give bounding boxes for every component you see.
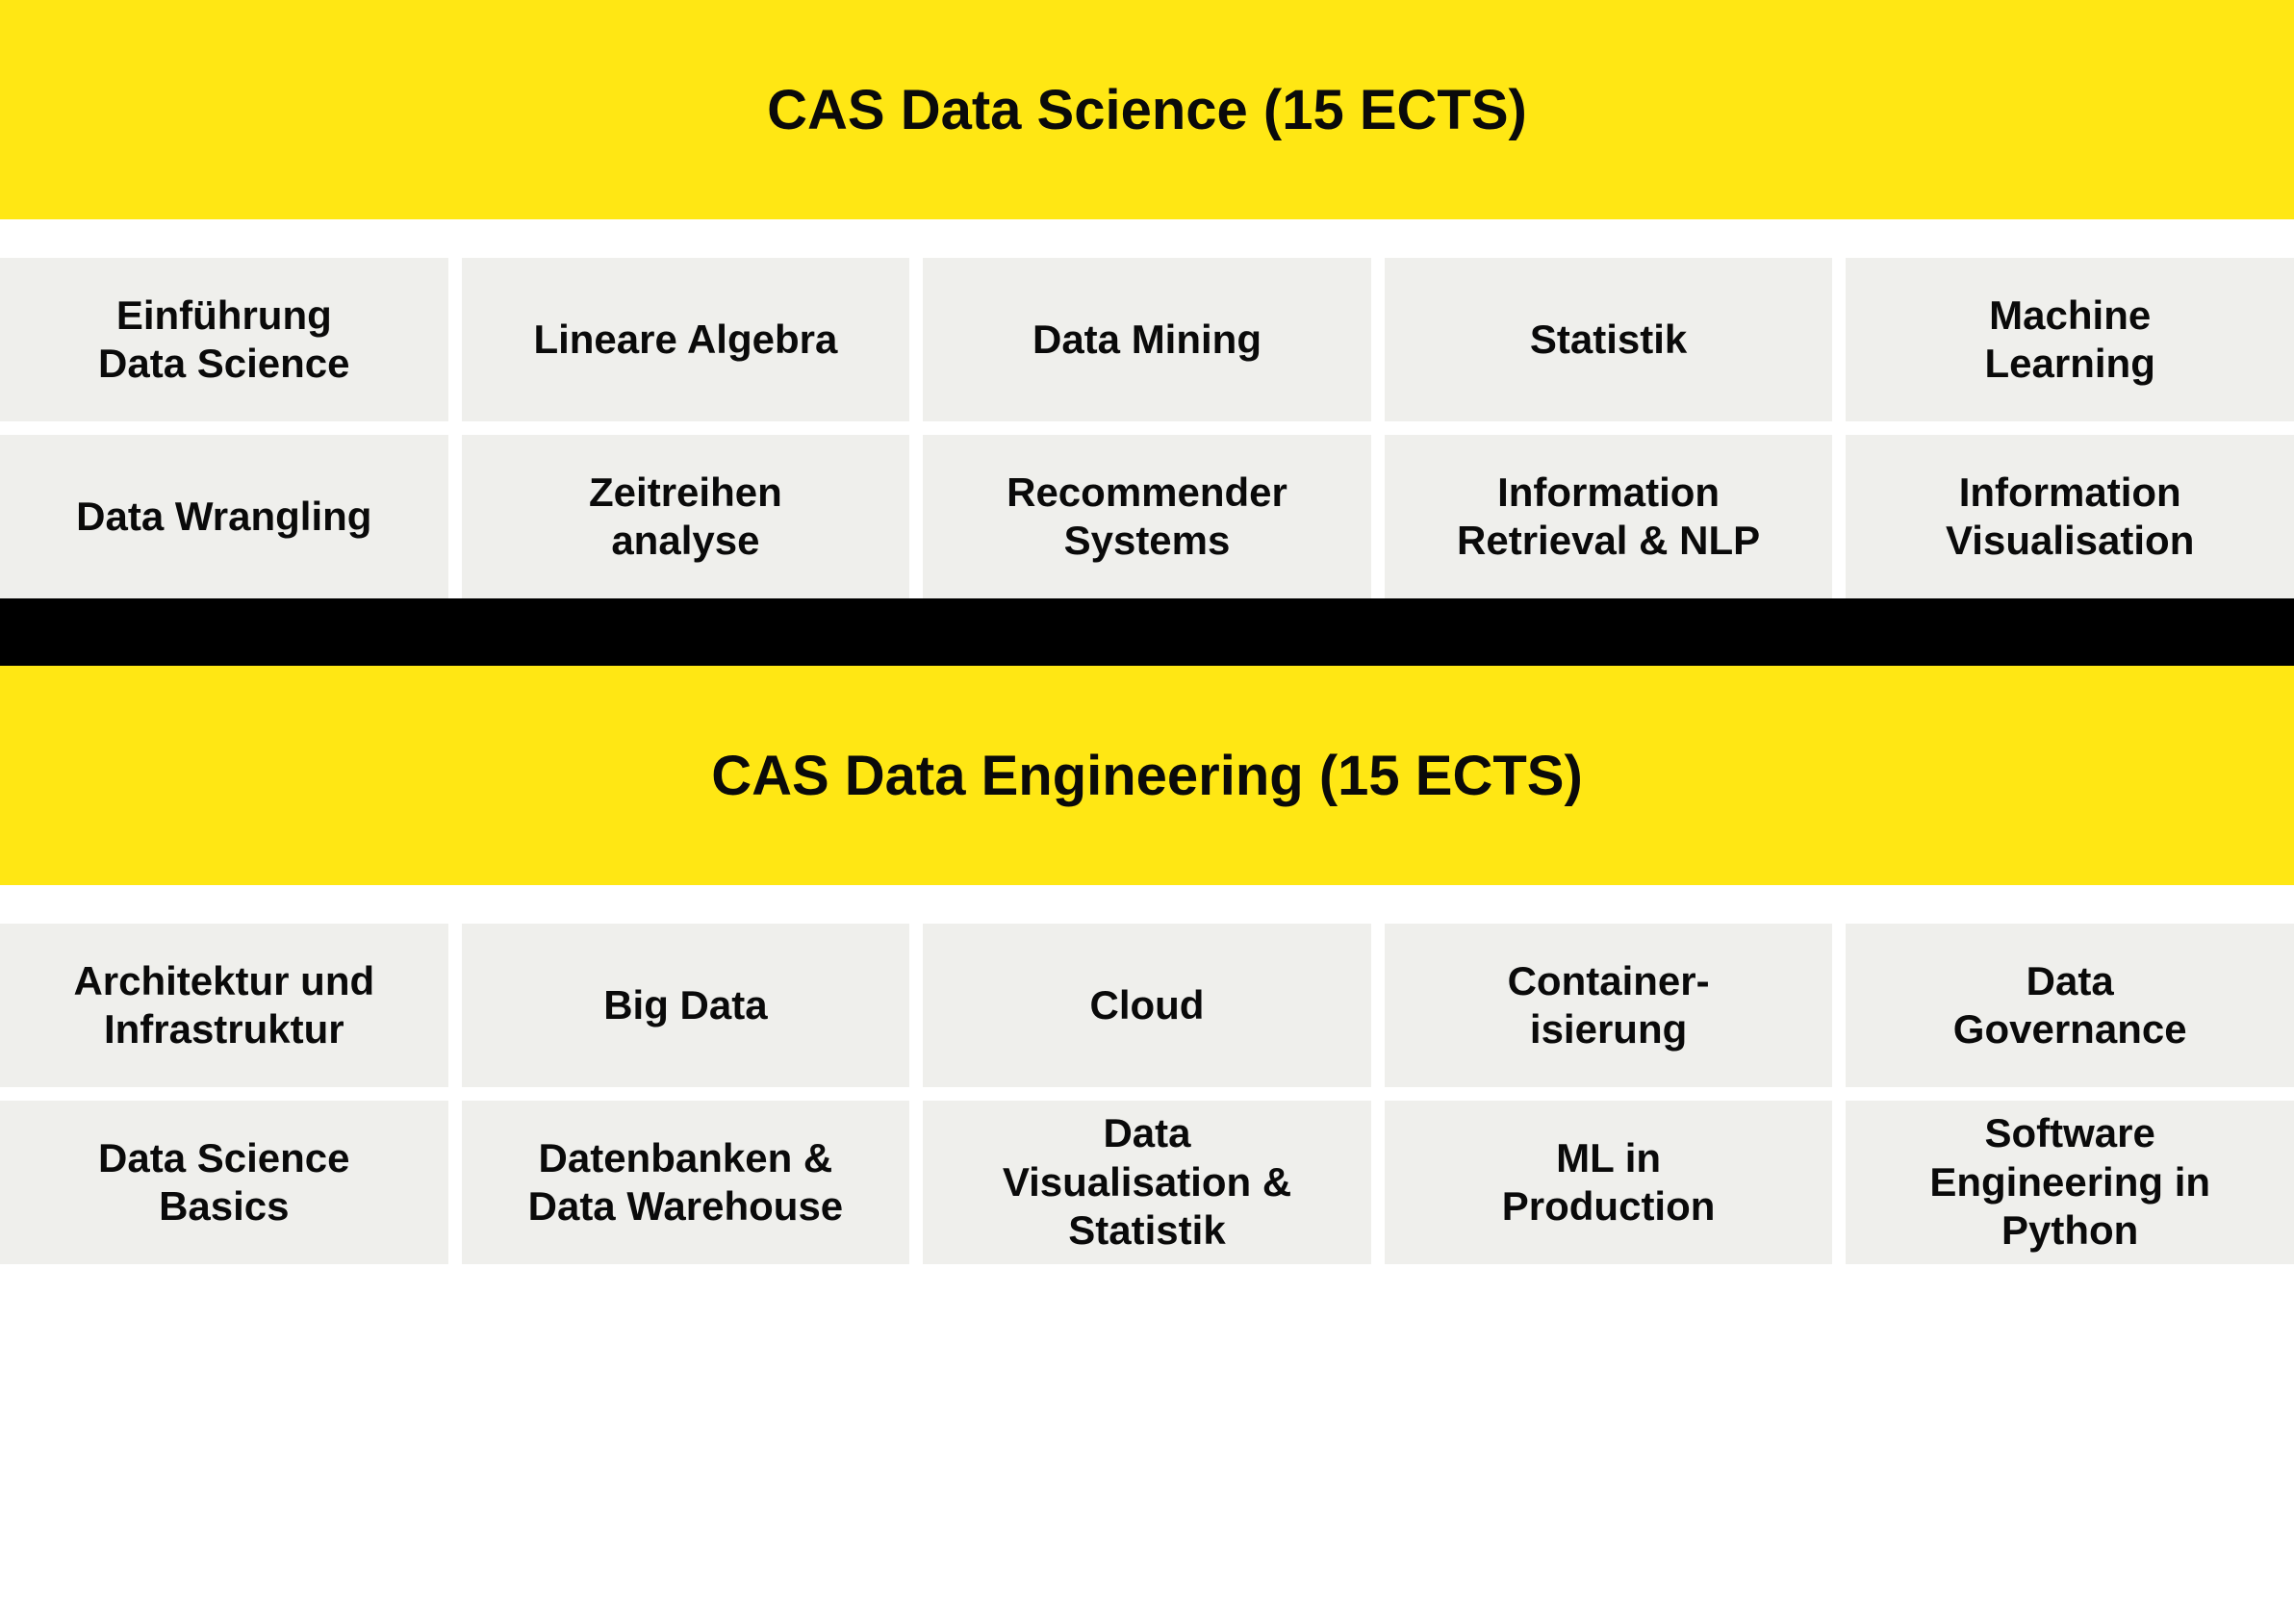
module-cell: Container- isierung: [1385, 924, 1833, 1087]
module-label: Datenbanken & Data Warehouse: [528, 1134, 844, 1231]
module-label: Software Engineering in Python: [1929, 1109, 2210, 1255]
section-header: CAS Data Engineering (15 ECTS): [0, 666, 2294, 885]
module-label: Information Retrieval & NLP: [1457, 469, 1760, 566]
module-label: Data Visualisation & Statistik: [1003, 1109, 1291, 1255]
module-label: Machine Learning: [1985, 292, 2155, 389]
module-label: Statistik: [1530, 316, 1687, 364]
module-cell: Architektur und Infrastruktur: [0, 924, 448, 1087]
curriculum-diagram: CAS Data Science (15 ECTS) Einführung Da…: [0, 0, 2294, 1264]
module-label: Information Visualisation: [1946, 469, 2194, 566]
module-cell: Information Visualisation: [1846, 435, 2294, 598]
module-label: Big Data: [603, 981, 767, 1029]
modules-grid: Einführung Data Science Lineare Algebra Da…: [0, 258, 2294, 598]
module-cell: Data Wrangling: [0, 435, 448, 598]
module-label: Recommender Systems: [1007, 469, 1287, 566]
module-label: ML in Production: [1502, 1134, 1716, 1231]
section-divider: [0, 598, 2294, 666]
module-cell: Data Visualisation & Statistik: [923, 1101, 1371, 1264]
module-cell: Data Governance: [1846, 924, 2294, 1087]
module-label: Data Wrangling: [76, 493, 371, 541]
module-cell: Datenbanken & Data Warehouse: [462, 1101, 910, 1264]
module-cell: Recommender Systems: [923, 435, 1371, 598]
module-cell: Big Data: [462, 924, 910, 1087]
module-label: Data Governance: [1953, 957, 2187, 1054]
module-label: Data Mining: [1032, 316, 1262, 364]
section-title: CAS Data Engineering (15 ECTS): [711, 744, 1583, 808]
module-cell: Information Retrieval & NLP: [1385, 435, 1833, 598]
module-cell: Machine Learning: [1846, 258, 2294, 421]
module-cell: Cloud: [923, 924, 1371, 1087]
module-label: Cloud: [1090, 981, 1205, 1029]
module-label: Zeitreihen analyse: [589, 469, 782, 566]
module-label: Container- isierung: [1508, 957, 1710, 1054]
modules-grid: Architektur und Infrastruktur Big Data Clo…: [0, 924, 2294, 1264]
module-cell: ML in Production: [1385, 1101, 1833, 1264]
module-cell: Data Mining: [923, 258, 1371, 421]
module-cell: Statistik: [1385, 258, 1833, 421]
section-title: CAS Data Science (15 ECTS): [767, 78, 1527, 142]
module-cell: Zeitreihen analyse: [462, 435, 910, 598]
section-header: CAS Data Science (15 ECTS): [0, 0, 2294, 219]
module-cell: Data Science Basics: [0, 1101, 448, 1264]
module-cell: Lineare Algebra: [462, 258, 910, 421]
module-cell: Einführung Data Science: [0, 258, 448, 421]
module-label: Data Science Basics: [98, 1134, 349, 1231]
module-label: Architektur und Infrastruktur: [73, 957, 374, 1054]
module-cell: Software Engineering in Python: [1846, 1101, 2294, 1264]
module-label: Lineare Algebra: [533, 316, 837, 364]
module-label: Einführung Data Science: [98, 292, 349, 389]
